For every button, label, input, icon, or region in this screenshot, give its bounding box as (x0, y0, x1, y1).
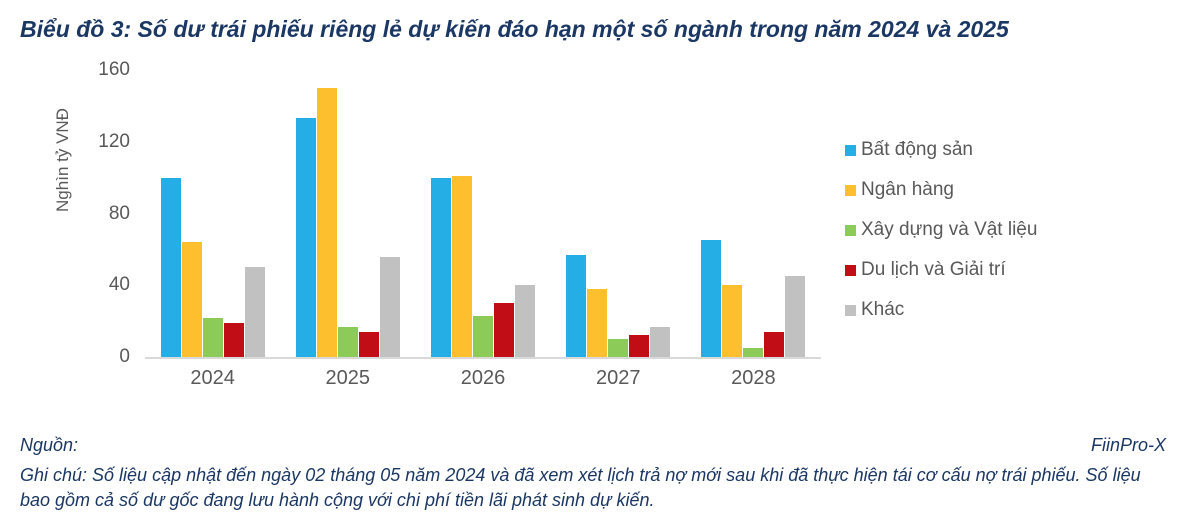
bar (160, 177, 181, 357)
legend-label: Xây dựng và Vật liệu (861, 219, 1038, 240)
legend-label: Du lịch và Giải trí (861, 259, 1006, 280)
bar (494, 303, 514, 357)
bar (785, 276, 806, 357)
bar (473, 315, 493, 357)
bar (629, 335, 650, 357)
x-axis-category-label: 2026 (460, 367, 506, 389)
source-row: Nguồn: FiinPro-X (20, 433, 1166, 457)
bar (181, 242, 202, 357)
chart: Nghìn tỷ VNĐ 0 40 80 120 160 2024 2025 2026 202… (0, 50, 1186, 405)
x-axis-category-label: 2027 (595, 367, 641, 389)
chart-title: Biểu đồ 3: Số dư trái phiếu riêng lẻ dự … (20, 16, 1009, 42)
y-axis-ticks: 0 40 80 120 160 (0, 50, 132, 405)
bar (431, 177, 451, 357)
bar-group-2024 (145, 70, 280, 357)
bar-group-2025 (280, 70, 415, 357)
bar (608, 339, 629, 357)
y-axis-tick-label: 80 (108, 202, 130, 224)
bar (722, 285, 743, 357)
bar (295, 118, 316, 357)
legend-item: Ngân hàng (845, 170, 1037, 210)
legend-item: Bất động sản (845, 130, 1037, 170)
bar (764, 331, 785, 357)
legend-label: Khác (861, 299, 905, 320)
legend-swatch (845, 144, 856, 156)
x-axis-labels: 2024 2025 2026 2027 2028 (145, 367, 821, 390)
x-axis-category-label: 2025 (325, 367, 371, 389)
footer: Nguồn: FiinPro-X Ghi chú: Số liệu cập nh… (20, 433, 1166, 513)
legend-swatch (845, 184, 856, 196)
bar (358, 331, 379, 357)
y-axis-tick-label: 0 (119, 346, 130, 367)
bar-group-2028 (686, 70, 821, 357)
legend-item: Du lịch và Giải trí (845, 250, 1037, 290)
y-axis-tick-label: 40 (108, 274, 130, 296)
source-value: FiinPro-X (1090, 435, 1166, 455)
legend-item: Xây dựng và Vật liệu (845, 210, 1037, 250)
footnote: Ghi chú: Số liệu cập nhật đến ngày 02 th… (20, 465, 1141, 510)
bar (701, 240, 722, 357)
bar (337, 326, 358, 357)
legend: Bất động sản Ngân hàng Xây dựng và Vật liệ… (845, 130, 1037, 330)
y-axis-tick-label: 120 (98, 130, 130, 152)
legend-label: Bất động sản (861, 139, 973, 160)
legend-swatch (845, 304, 856, 316)
bar-group-2027 (551, 70, 686, 357)
bar (515, 285, 535, 357)
legend-label: Ngân hàng (861, 179, 954, 200)
legend-swatch (845, 264, 856, 276)
x-axis-category-label: 2024 (190, 367, 235, 389)
bar (587, 288, 608, 357)
bar (650, 326, 671, 357)
bar-group-2026 (415, 70, 550, 357)
y-axis-tick-label: 160 (98, 59, 130, 80)
x-axis-category-label: 2028 (731, 367, 776, 389)
bar (743, 348, 764, 357)
bar (223, 322, 244, 357)
bar (202, 317, 223, 357)
bar (316, 87, 337, 357)
bar (566, 254, 587, 357)
legend-item: Khác (845, 290, 1037, 330)
source-label: Nguồn: (20, 435, 79, 455)
bar (452, 175, 472, 357)
bar (379, 256, 400, 357)
legend-swatch (845, 224, 856, 236)
bar (244, 267, 265, 357)
plot-area (145, 70, 821, 359)
